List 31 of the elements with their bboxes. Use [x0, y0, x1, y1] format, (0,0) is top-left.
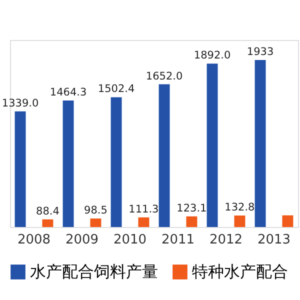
data-label: 132.8	[224, 202, 255, 214]
bar	[186, 216, 198, 227]
data-label: 1933	[246, 46, 274, 58]
bar	[110, 97, 122, 227]
bar	[206, 64, 218, 227]
legend-label: 水产配合饲料产量	[30, 262, 158, 281]
x-tick-label: 2009	[65, 232, 99, 248]
data-label: 123.1	[176, 202, 207, 214]
x-tick-label: 2010	[113, 232, 147, 248]
x-tick-label: 2013	[257, 232, 291, 248]
data-label: 98.5	[84, 204, 108, 216]
bar	[158, 84, 170, 227]
bar	[90, 218, 102, 227]
legend-label: 特种水产配合	[192, 262, 288, 281]
data-label: 1464.3	[50, 86, 87, 99]
bar	[234, 216, 246, 227]
data-label: 1652.0	[146, 70, 183, 82]
bar	[138, 217, 150, 227]
x-tick-label: 2012	[209, 232, 243, 248]
data-label: 111.3	[128, 203, 159, 216]
data-label: 88.4	[36, 205, 60, 218]
bar	[282, 215, 294, 227]
x-tick-label: 2008	[17, 232, 51, 248]
bar	[254, 60, 266, 227]
bar	[14, 111, 26, 227]
x-tick-label: 2011	[161, 232, 195, 248]
data-label: 1339.0	[2, 97, 39, 110]
bar	[62, 100, 74, 227]
bar	[42, 219, 54, 227]
data-label: 1892.0	[194, 50, 231, 62]
data-label: 1502.4	[98, 83, 135, 96]
